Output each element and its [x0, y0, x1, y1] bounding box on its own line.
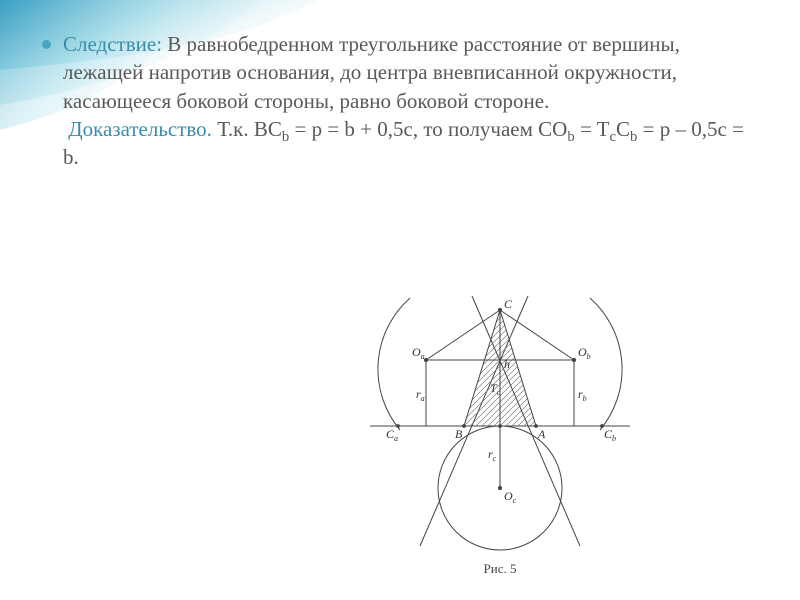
content-block: Следствие: В равнобедренном треугольнике…	[42, 30, 760, 172]
svg-text:Oa: Oa	[412, 345, 425, 361]
svg-text:B: B	[455, 427, 463, 441]
svg-text:Ob: Ob	[578, 345, 591, 361]
body-text: Следствие: В равнобедренном треугольнике…	[63, 30, 760, 172]
bullet-item: Следствие: В равнобедренном треугольнике…	[42, 30, 760, 172]
slide: Следствие: В равнобедренном треугольнике…	[0, 0, 800, 600]
svg-text:C: C	[504, 297, 513, 311]
svg-text:ra: ra	[416, 387, 425, 403]
svg-text:h: h	[504, 357, 510, 371]
figure: Oa Ob Oc Ca Cb ra rb rc B A C Tc h Рис. …	[360, 280, 640, 577]
bullet-dot-icon	[42, 40, 51, 49]
svg-text:Oc: Oc	[504, 489, 517, 505]
corollary-label: Следствие:	[63, 32, 162, 56]
figure-svg: Oa Ob Oc Ca Cb ra rb rc B A C Tc h	[360, 280, 640, 560]
svg-text:Cb: Cb	[604, 427, 616, 443]
svg-text:Ca: Ca	[386, 427, 398, 443]
svg-text:A: A	[537, 427, 546, 441]
figure-caption: Рис. 5	[360, 561, 640, 577]
svg-text:rb: rb	[578, 387, 587, 403]
svg-text:rc: rc	[488, 447, 497, 463]
proof-label: Доказательство.	[63, 117, 212, 141]
